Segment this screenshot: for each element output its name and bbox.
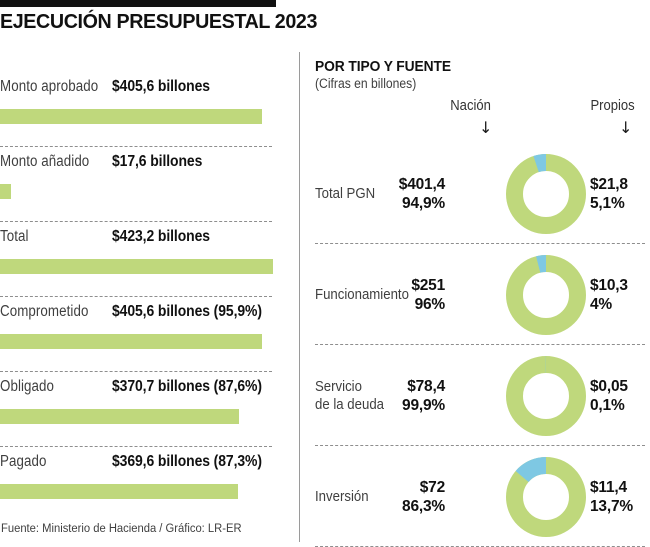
bar-label-row: Monto añadido $17,6 billones xyxy=(0,153,290,175)
bar-fill xyxy=(0,334,262,349)
donut-slice-propios xyxy=(506,255,586,335)
nacion-value: $401,4 94,9% xyxy=(398,176,445,212)
bar-row: Total $423,2 billones xyxy=(0,228,290,303)
row-separator xyxy=(0,446,272,447)
bar-track xyxy=(0,109,262,124)
bar-fill xyxy=(0,184,12,199)
row-separator xyxy=(0,146,272,147)
bar-category-label: Monto añadido xyxy=(0,153,90,170)
bar-value-label: $17,6 billones xyxy=(112,153,203,170)
donut-row: Total PGN $401,4 94,9% $21,8 5,1% xyxy=(315,144,650,244)
bar-track xyxy=(0,259,273,274)
donut-slice-propios xyxy=(506,356,586,436)
bar-fill xyxy=(0,484,239,499)
bar-category-label: Monto aprobado xyxy=(0,78,99,95)
right-panel-subtitle: (Cifras en billones) xyxy=(315,76,417,91)
propios-value: $10,3 4% xyxy=(590,277,628,313)
donut-chart xyxy=(505,456,587,538)
bar-category-label: Comprometido xyxy=(0,303,89,320)
row-separator xyxy=(0,296,272,297)
bar-row: Comprometido $405,6 billones (95,9%) xyxy=(0,303,290,378)
propios-value: $21,8 5,1% xyxy=(590,176,628,212)
bar-row: Pagado $369,6 billones (87,3%) xyxy=(0,453,290,528)
bar-track xyxy=(0,484,239,499)
donut-slice-propios xyxy=(506,154,586,234)
propios-value: $11,4 13,7% xyxy=(590,479,633,515)
budget-execution-bar-chart: Monto aprobado $405,6 billones Monto añadi… xyxy=(0,78,290,528)
bar-label-row: Comprometido $405,6 billones (95,9%) xyxy=(0,303,290,325)
by-type-and-source-panel: POR TIPO Y FUENTE (Cifras en billones) N… xyxy=(315,58,650,547)
bar-row: Obligado $370,7 billones (87,6%) xyxy=(0,378,290,453)
donut-row-label: Funcionamiento xyxy=(315,286,409,303)
title-rule xyxy=(0,0,276,7)
page-title: EJECUCIÓN PRESUPUESTAL 2023 xyxy=(0,10,318,33)
arrow-down-icon: ↓ xyxy=(619,118,633,137)
bar-label-row: Pagado $369,6 billones (87,3%) xyxy=(0,453,290,475)
column-divider xyxy=(299,52,300,542)
donut-row-label: Inversión xyxy=(315,488,369,505)
bar-value-label: $423,2 billones xyxy=(112,228,210,245)
bar-label-row: Monto aprobado $405,6 billones xyxy=(0,78,290,100)
row-separator xyxy=(315,243,645,244)
arrow-down-icon: ↓ xyxy=(479,118,493,137)
donut-row: Servicio de la deuda $78,4 99,9% $0,05 0,1… xyxy=(315,346,650,446)
donut-row: Funcionamiento $251 96% $10,3 4% xyxy=(315,245,650,345)
bar-category-label: Pagado xyxy=(0,453,47,470)
bar-value-label: $405,6 billones (95,9%) xyxy=(112,303,262,320)
bar-category-label: Total xyxy=(0,228,29,245)
bar-fill xyxy=(0,259,273,274)
donut-slice-nacion xyxy=(506,356,586,436)
propios-value: $0,05 0,1% xyxy=(590,378,628,414)
donut-slice-nacion xyxy=(506,255,586,335)
bar-value-label: $369,6 billones (87,3%) xyxy=(112,453,262,470)
nacion-value: $78,4 99,9% xyxy=(402,378,445,414)
donut-chart xyxy=(505,355,587,437)
bar-track xyxy=(0,334,262,349)
donut-legend: Nación ↓ Propios ↓ xyxy=(315,98,650,144)
legend-nacion-label: Nación xyxy=(450,98,491,114)
donut-row-label: Servicio de la deuda xyxy=(315,378,384,413)
donut-row: Inversión $72 86,3% $11,4 13,7% xyxy=(315,447,650,547)
bar-label-row: Obligado $370,7 billones (87,6%) xyxy=(0,378,290,400)
row-separator xyxy=(0,371,272,372)
bar-row: Monto añadido $17,6 billones xyxy=(0,153,290,228)
bar-label-row: Total $423,2 billones xyxy=(0,228,290,250)
bar-row: Monto aprobado $405,6 billones xyxy=(0,78,290,153)
bar-fill xyxy=(0,409,240,424)
right-panel-title: POR TIPO Y FUENTE xyxy=(315,58,451,75)
source-credit: Fuente: Ministerio de Hacienda / Gráfico… xyxy=(1,521,242,535)
row-separator xyxy=(315,445,645,446)
donut-slice-propios xyxy=(506,457,586,537)
row-separator xyxy=(315,344,645,345)
bar-track xyxy=(0,409,240,424)
bar-value-label: $405,6 billones xyxy=(112,78,210,95)
donut-slice-nacion xyxy=(506,154,586,234)
nacion-value: $72 86,3% xyxy=(402,479,445,515)
donut-chart xyxy=(505,153,587,235)
nacion-value: $251 96% xyxy=(411,277,445,313)
bar-value-label: $370,7 billones (87,6%) xyxy=(112,378,262,395)
bar-fill xyxy=(0,109,262,124)
bar-category-label: Obligado xyxy=(0,378,55,395)
donut-row-label: Total PGN xyxy=(315,185,376,202)
bar-track xyxy=(0,184,12,199)
legend-propios-label: Propios xyxy=(590,98,635,114)
row-separator xyxy=(0,221,272,222)
donut-chart xyxy=(505,254,587,336)
